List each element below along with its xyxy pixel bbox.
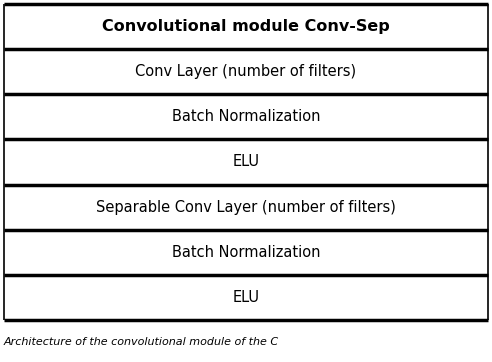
Text: ELU: ELU — [233, 155, 259, 169]
Text: Architecture of the convolutional module of the C: Architecture of the convolutional module… — [4, 337, 279, 347]
Text: Conv Layer (number of filters): Conv Layer (number of filters) — [135, 64, 357, 79]
Text: Batch Normalization: Batch Normalization — [172, 245, 320, 260]
Text: Separable Conv Layer (number of filters): Separable Conv Layer (number of filters) — [96, 199, 396, 215]
Text: Convolutional module Conv-Sep: Convolutional module Conv-Sep — [102, 19, 390, 34]
Text: Batch Normalization: Batch Normalization — [172, 109, 320, 125]
Text: ELU: ELU — [233, 290, 259, 305]
